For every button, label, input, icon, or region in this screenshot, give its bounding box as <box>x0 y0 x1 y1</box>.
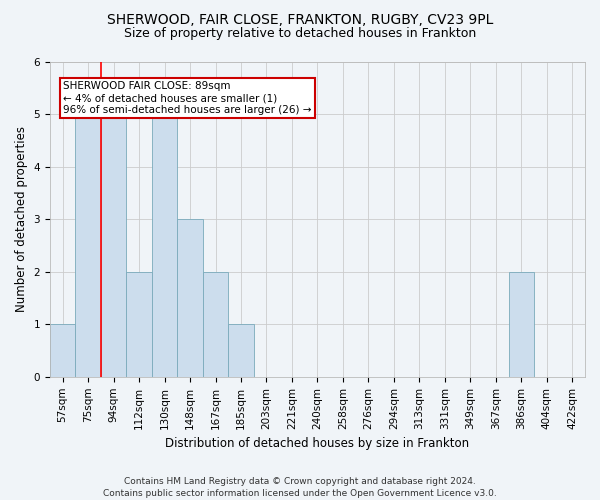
X-axis label: Distribution of detached houses by size in Frankton: Distribution of detached houses by size … <box>166 437 470 450</box>
Bar <box>509 272 534 377</box>
Y-axis label: Number of detached properties: Number of detached properties <box>15 126 28 312</box>
Text: Contains HM Land Registry data © Crown copyright and database right 2024.
Contai: Contains HM Land Registry data © Crown c… <box>103 476 497 498</box>
Bar <box>152 114 178 377</box>
Bar <box>76 114 101 377</box>
Bar <box>203 272 228 377</box>
Bar <box>228 324 254 377</box>
Bar <box>127 272 152 377</box>
Text: Size of property relative to detached houses in Frankton: Size of property relative to detached ho… <box>124 28 476 40</box>
Bar <box>101 114 127 377</box>
Bar <box>178 219 203 377</box>
Text: SHERWOOD FAIR CLOSE: 89sqm
← 4% of detached houses are smaller (1)
96% of semi-d: SHERWOOD FAIR CLOSE: 89sqm ← 4% of detac… <box>63 82 311 114</box>
Text: SHERWOOD, FAIR CLOSE, FRANKTON, RUGBY, CV23 9PL: SHERWOOD, FAIR CLOSE, FRANKTON, RUGBY, C… <box>107 12 493 26</box>
Bar <box>50 324 76 377</box>
